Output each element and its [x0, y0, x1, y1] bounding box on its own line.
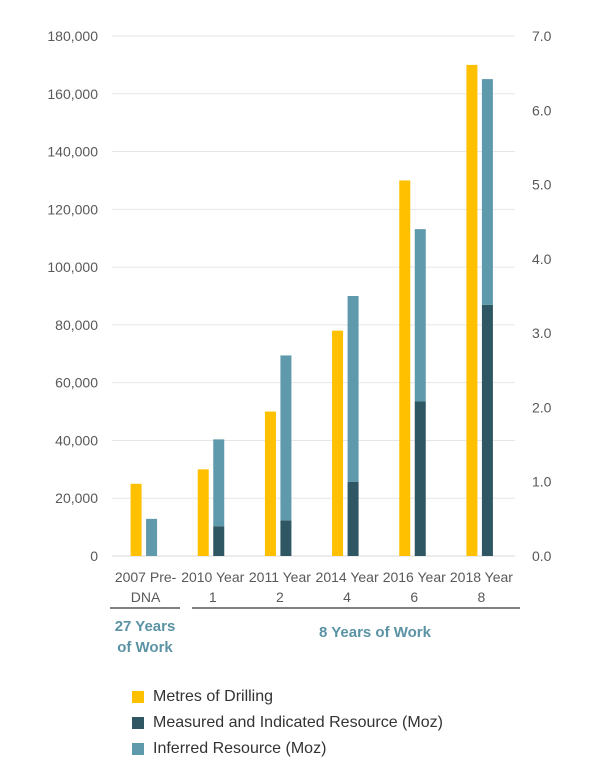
legend-swatch-drilling	[132, 691, 144, 703]
legend-label-measured-indicated: Measured and Indicated Resource (Moz)	[153, 714, 443, 731]
right-axis-tick-label: 1.0	[532, 474, 552, 490]
category-label: 2010 Year 1	[181, 569, 244, 605]
bar-inferred	[481, 79, 493, 305]
legend-item-drilling: Metres of Drilling	[132, 684, 443, 710]
bar-inferred	[414, 229, 426, 402]
bar-measured-indicated	[481, 304, 493, 556]
right-axis-ticks: 0.0 1.0 2.0 3.0 4.0 5.0 6.0 7.0	[532, 28, 552, 564]
bar-inferred	[347, 296, 359, 482]
group-label-27-years: 27 Years of Work	[100, 616, 190, 658]
category-label: 2016 Year 6	[383, 569, 446, 605]
group-label-8-years: 8 Years of Work	[260, 622, 490, 643]
left-axis-tick-label: 180,000	[47, 28, 98, 44]
legend-swatch-measured-indicated	[132, 717, 144, 729]
legend-item-inferred: Inferred Resource (Moz)	[132, 736, 443, 762]
left-axis-tick-label: 60,000	[55, 375, 98, 391]
left-axis-tick-label: 40,000	[55, 432, 98, 448]
bar-measured-indicated	[414, 401, 426, 556]
bar-metres-of-drilling	[130, 483, 142, 556]
bar-metres-of-drilling	[399, 180, 411, 556]
bar-measured-indicated	[347, 481, 359, 556]
legend-swatch-inferred	[132, 743, 144, 755]
bar-metres-of-drilling	[264, 411, 276, 556]
right-axis-tick-label: 7.0	[532, 28, 552, 44]
left-axis-tick-label: 160,000	[47, 86, 98, 102]
left-axis-tick-label: 80,000	[55, 317, 98, 333]
legend-label-inferred: Inferred Resource (Moz)	[153, 740, 327, 757]
bar-measured-indicated	[213, 526, 225, 556]
gridlines	[112, 35, 515, 557]
group-label-8-years-line-1: 8 Years of Work	[318, 624, 431, 641]
legend: Metres of Drilling Measured and Indicate…	[132, 684, 443, 762]
category-label: 2011 Year 2	[249, 569, 311, 605]
left-axis-tick-label: 100,000	[47, 259, 98, 275]
bar-metres-of-drilling	[197, 469, 209, 556]
right-axis-tick-label: 6.0	[532, 102, 552, 118]
bar-measured-indicated	[280, 520, 292, 556]
left-axis-tick-label: 120,000	[47, 201, 98, 217]
right-axis-tick-label: 3.0	[532, 325, 552, 341]
group-label-27-years-line-1: 27 Years	[114, 618, 176, 635]
bar-metres-of-drilling	[332, 330, 344, 556]
left-axis-tick-label: 20,000	[55, 490, 98, 506]
bar-inferred	[280, 355, 292, 521]
bar-metres-of-drilling	[466, 64, 478, 556]
group-label-27-years-line-2: of Work	[117, 639, 173, 656]
bars	[130, 64, 493, 556]
right-axis-tick-label: 0.0	[532, 548, 552, 564]
bar-inferred	[213, 439, 225, 527]
left-axis-tick-label: 0	[90, 548, 98, 564]
chart: 0 20,000 40,000 60,000 80,000 100,000 120,000 1…	[47, 28, 552, 609]
category-label: 2014 Year 4	[316, 569, 379, 605]
left-axis-tick-label: 140,000	[47, 144, 98, 160]
category-label: 2007 Pre-DNA	[115, 569, 177, 605]
category-label: 2018 Year 8	[450, 569, 513, 605]
left-axis-ticks: 0 20,000 40,000 60,000 80,000 100,000 120,000 1…	[47, 28, 98, 564]
legend-item-measured-indicated: Measured and Indicated Resource (Moz)	[132, 710, 443, 736]
right-axis-tick-label: 5.0	[532, 177, 552, 193]
right-axis-tick-label: 4.0	[532, 251, 552, 267]
right-axis-tick-label: 2.0	[532, 399, 552, 415]
legend-label-drilling: Metres of Drilling	[153, 688, 274, 705]
bar-inferred	[146, 518, 158, 556]
